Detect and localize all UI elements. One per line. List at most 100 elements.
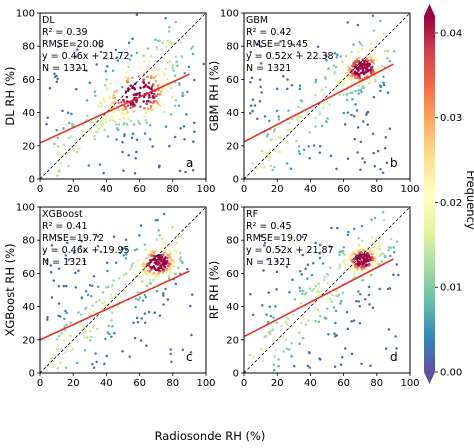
scatter-point: [280, 324, 283, 328]
scatter-point: [168, 252, 172, 256]
y-tick-label: 0: [29, 369, 35, 380]
scatter-point: [117, 123, 121, 126]
scatter-point: [132, 123, 136, 126]
scatter-point: [357, 300, 360, 303]
scatter-point: [53, 72, 56, 76]
scatter-point: [121, 112, 124, 115]
scatter-point: [307, 319, 310, 322]
scatter-point: [330, 226, 333, 230]
scatter-point: [345, 98, 349, 102]
scatter-point: [333, 335, 337, 338]
scatter-point: [134, 265, 138, 269]
scatter-point: [384, 347, 388, 350]
scatter-point: [265, 313, 268, 316]
scatter-point: [366, 123, 369, 126]
scatter-point: [361, 120, 365, 123]
scatter-point: [117, 101, 120, 104]
scatter-point: [387, 249, 390, 252]
scatter-point: [122, 98, 125, 102]
colorbar-ticks: 0.00 0.01 0.02 0.03 0.04: [435, 28, 462, 379]
x-tick-label: 80: [370, 378, 383, 389]
scatter-point: [367, 293, 371, 297]
scatter-point: [177, 104, 181, 107]
scatter-point: [285, 162, 289, 165]
scatter-point: [89, 335, 93, 338]
scatter-point: [296, 118, 300, 122]
scatter-point: [169, 352, 172, 356]
regression-equation: y = 0.46x + 21.72: [42, 51, 130, 62]
scatter-point: [192, 121, 196, 124]
scatter-point: [297, 105, 300, 109]
scatter-point: [154, 273, 157, 277]
scatter-point: [148, 93, 151, 97]
scatter-point: [366, 258, 369, 262]
scatter-point: [365, 48, 368, 52]
scatter-point: [379, 19, 382, 23]
scatter-point: [301, 253, 305, 257]
scatter-point: [105, 354, 109, 358]
scatter-point: [359, 67, 362, 70]
scatter-point: [346, 65, 350, 68]
scatter-point: [163, 79, 167, 82]
scatter-point: [104, 117, 107, 120]
scatter-point: [45, 122, 48, 126]
scatter-point: [259, 45, 263, 48]
scatter-point: [111, 284, 114, 287]
scatter-point: [365, 255, 369, 259]
scatter-point: [93, 134, 96, 138]
scatter-point: [109, 103, 113, 107]
scatter-point: [269, 164, 272, 168]
scatter-point: [142, 78, 145, 82]
scatter-point: [45, 258, 49, 262]
scatter-point: [75, 150, 79, 154]
scatter-point: [266, 320, 270, 324]
scatter-point: [68, 121, 71, 125]
scatter-point: [289, 167, 293, 171]
scatter-point: [356, 58, 359, 61]
scatter-point: [307, 350, 311, 354]
scatter-point: [46, 316, 49, 319]
scatter-point: [113, 120, 116, 124]
x-tick-label: 100: [196, 378, 215, 389]
scatter-point: [154, 38, 157, 41]
scatter-point: [351, 269, 354, 273]
scatter-point: [251, 162, 255, 165]
scatter-point: [162, 102, 166, 106]
scatter-point: [115, 138, 118, 141]
scatter-point: [163, 73, 166, 77]
scatter-point: [371, 132, 375, 136]
scatter-point: [58, 42, 62, 46]
scatter-point: [156, 101, 160, 105]
scatter-point: [87, 129, 91, 133]
scatter-point: [152, 68, 155, 72]
scatter-point: [298, 87, 302, 91]
sample-count: N = 1321: [246, 257, 291, 268]
x-tick-label: 100: [400, 378, 419, 389]
scatter-point: [50, 244, 54, 247]
scatter-point: [379, 89, 382, 93]
scatter-point: [171, 66, 174, 70]
scatter-point: [165, 45, 168, 48]
scatter-point: [333, 52, 337, 55]
scatter-point: [87, 164, 91, 167]
scatter-point: [318, 243, 322, 246]
scatter-point: [150, 109, 153, 112]
scatter-point: [158, 164, 161, 167]
scatter-point: [145, 344, 148, 347]
scatter-point: [160, 259, 163, 263]
scatter-point: [343, 80, 347, 83]
scatter-point: [366, 110, 370, 114]
scatter-point: [351, 97, 354, 101]
scatter-point: [249, 50, 253, 54]
scatter-point: [318, 151, 322, 154]
scatter-point: [358, 293, 362, 296]
scatter-point: [306, 263, 310, 267]
scatter-point: [360, 224, 364, 228]
scatter-point: [123, 133, 126, 136]
scatter-point: [357, 236, 360, 240]
scatter-point: [150, 85, 154, 88]
scatter-point: [355, 109, 359, 112]
scatter-point: [368, 56, 371, 59]
scatter-point: [143, 312, 147, 315]
scatter-point: [375, 41, 378, 45]
